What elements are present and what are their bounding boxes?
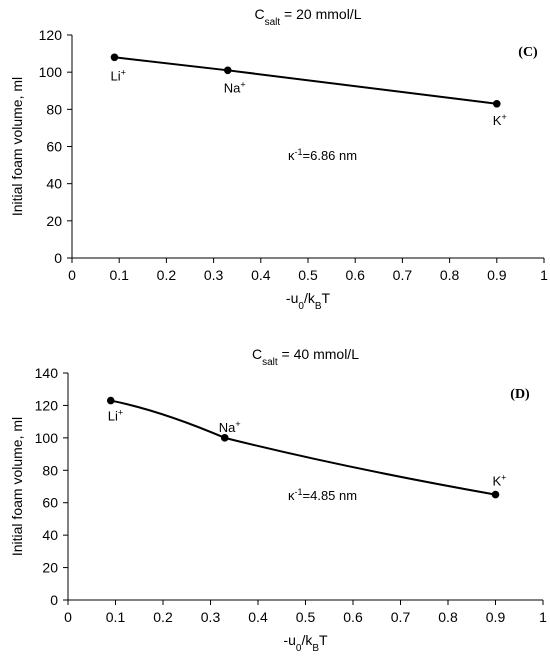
y-tick-label: 0 [50,592,58,608]
x-axis-label-main: -u [283,632,295,648]
kappa-value: =6.86 nm [303,148,358,163]
y-tick-label: 40 [46,176,62,192]
x-axis-label-main: -u [286,290,298,306]
x-tick-label: 0.9 [486,609,506,625]
y-tick-label: 0 [54,250,62,266]
x-tick-label: 0.1 [106,609,126,625]
chart-title-main: C [252,346,262,362]
chart-title-subscript: salt [265,17,281,28]
data-point [223,66,232,75]
data-point [491,490,500,499]
data-point-label-sup: + [240,79,245,89]
y-axis-label: Initial foam volume, ml [9,417,25,556]
x-tick-label: 0.5 [298,267,318,283]
kappa-symbol: κ [288,148,295,163]
x-tick-label: 0.6 [343,609,363,625]
y-tick-label: 40 [42,527,58,543]
data-point-label: Na+ [219,419,241,435]
kappa-superscript: -1 [295,487,303,497]
data-point-label: Li+ [108,408,123,424]
y-tick-label: 80 [42,462,58,478]
y-tick-label: 120 [39,27,63,43]
y-tick-label: 60 [46,139,62,155]
x-tick-label: 0.4 [251,267,271,283]
chart-title-rest: = 20 mmol/L [280,6,362,22]
data-point-label-sup: + [235,419,240,429]
chart-title: Csalt = 20 mmol/L [254,6,361,28]
x-tick-label: 0.9 [487,267,507,283]
y-tick-label: 100 [39,64,63,80]
x-tick-label: 0.5 [296,609,316,625]
x-tick-label: 0.2 [157,267,177,283]
x-tick-label: 1 [539,609,547,625]
data-point-label-main: Li [110,68,120,83]
y-tick-label: 60 [42,495,58,511]
x-axis-label-mid: /k [301,632,313,648]
y-axis-label: Initial foam volume, ml [9,77,25,216]
data-point-label-sup: + [118,408,123,418]
x-tick-label: 0.2 [153,609,173,625]
data-point-label-sup: + [121,67,126,77]
data-point [220,434,229,442]
x-tick-label: 0 [68,267,76,283]
x-axis-label-sub1: 0 [298,301,304,312]
chart-title: Csalt = 40 mmol/L [252,346,359,368]
chart-title-main: C [254,6,264,22]
data-point [106,396,115,405]
y-tick-label: 100 [35,430,59,446]
data-point-label-sup: + [501,473,506,483]
x-axis-label-sub2: B [315,301,322,312]
data-point-label: K+ [493,112,507,128]
data-point-label-main: Na [219,420,236,435]
x-tick-label: 0.6 [345,267,365,283]
x-axis-label: -u0/kBT [283,632,328,654]
x-tick-label: 0.1 [109,267,129,283]
x-tick-label: 0.7 [391,609,411,625]
data-point-label-main: K [493,113,502,128]
x-tick-label: 0.7 [393,267,413,283]
chart-title-subscript: salt [262,357,278,368]
x-axis-label-sub2: B [312,643,319,654]
kappa-symbol: κ [288,488,295,503]
series-line [114,56,497,105]
data-point [110,53,119,62]
y-tick-label: 80 [46,101,62,117]
kappa-annotation: κ-1=4.85 nm [288,487,357,503]
x-tick-label: 0 [64,609,72,625]
x-tick-label: 0.3 [201,609,221,625]
chart-panel-d: Csalt = 40 mmol/L 0 0.1 0.2 0.3 0.4 0.5 0.6 0.7 0… [9,346,547,654]
x-tick-label: 1 [540,267,548,283]
chart-panel-c: Csalt = 20 mmol/L 0 0.1 0.2 0.3 0.4 0.5 0.6 0.7 0… [9,6,548,312]
kappa-annotation: κ-1=6.86 nm [288,147,357,163]
data-point-label-sup: + [501,112,506,122]
x-axis-label-sub1: 0 [296,643,302,654]
series-line [110,399,496,496]
x-axis-label: -u0/kBT [286,290,331,312]
y-tick-label: 20 [42,560,58,576]
panel-label: (C) [518,45,538,60]
chart-title-rest: = 40 mmol/L [278,346,360,362]
x-tick-label: 0.8 [438,609,458,625]
x-axis-label-mid: /k [304,290,316,306]
x-tick-label: 0.4 [248,609,268,625]
data-point [493,99,501,108]
y-tick-label: 140 [35,365,59,381]
data-point-label: Li+ [110,67,125,83]
x-tick-label: 0.8 [440,267,460,283]
data-point-label: K+ [493,473,507,489]
x-tick-label: 0.3 [204,267,224,283]
data-point-label-main: K [493,474,502,489]
data-point-label-main: Na [224,80,241,95]
data-point-label: Na+ [224,79,246,95]
x-axis-label-end: T [319,632,328,648]
kappa-superscript: -1 [295,147,303,157]
kappa-value: =4.85 nm [303,488,358,503]
y-tick-label: 20 [46,213,62,229]
y-tick-label: 120 [35,397,59,413]
x-axis-label-end: T [322,290,331,306]
panel-label: (D) [510,387,530,402]
data-point-label-main: Li [108,409,118,424]
